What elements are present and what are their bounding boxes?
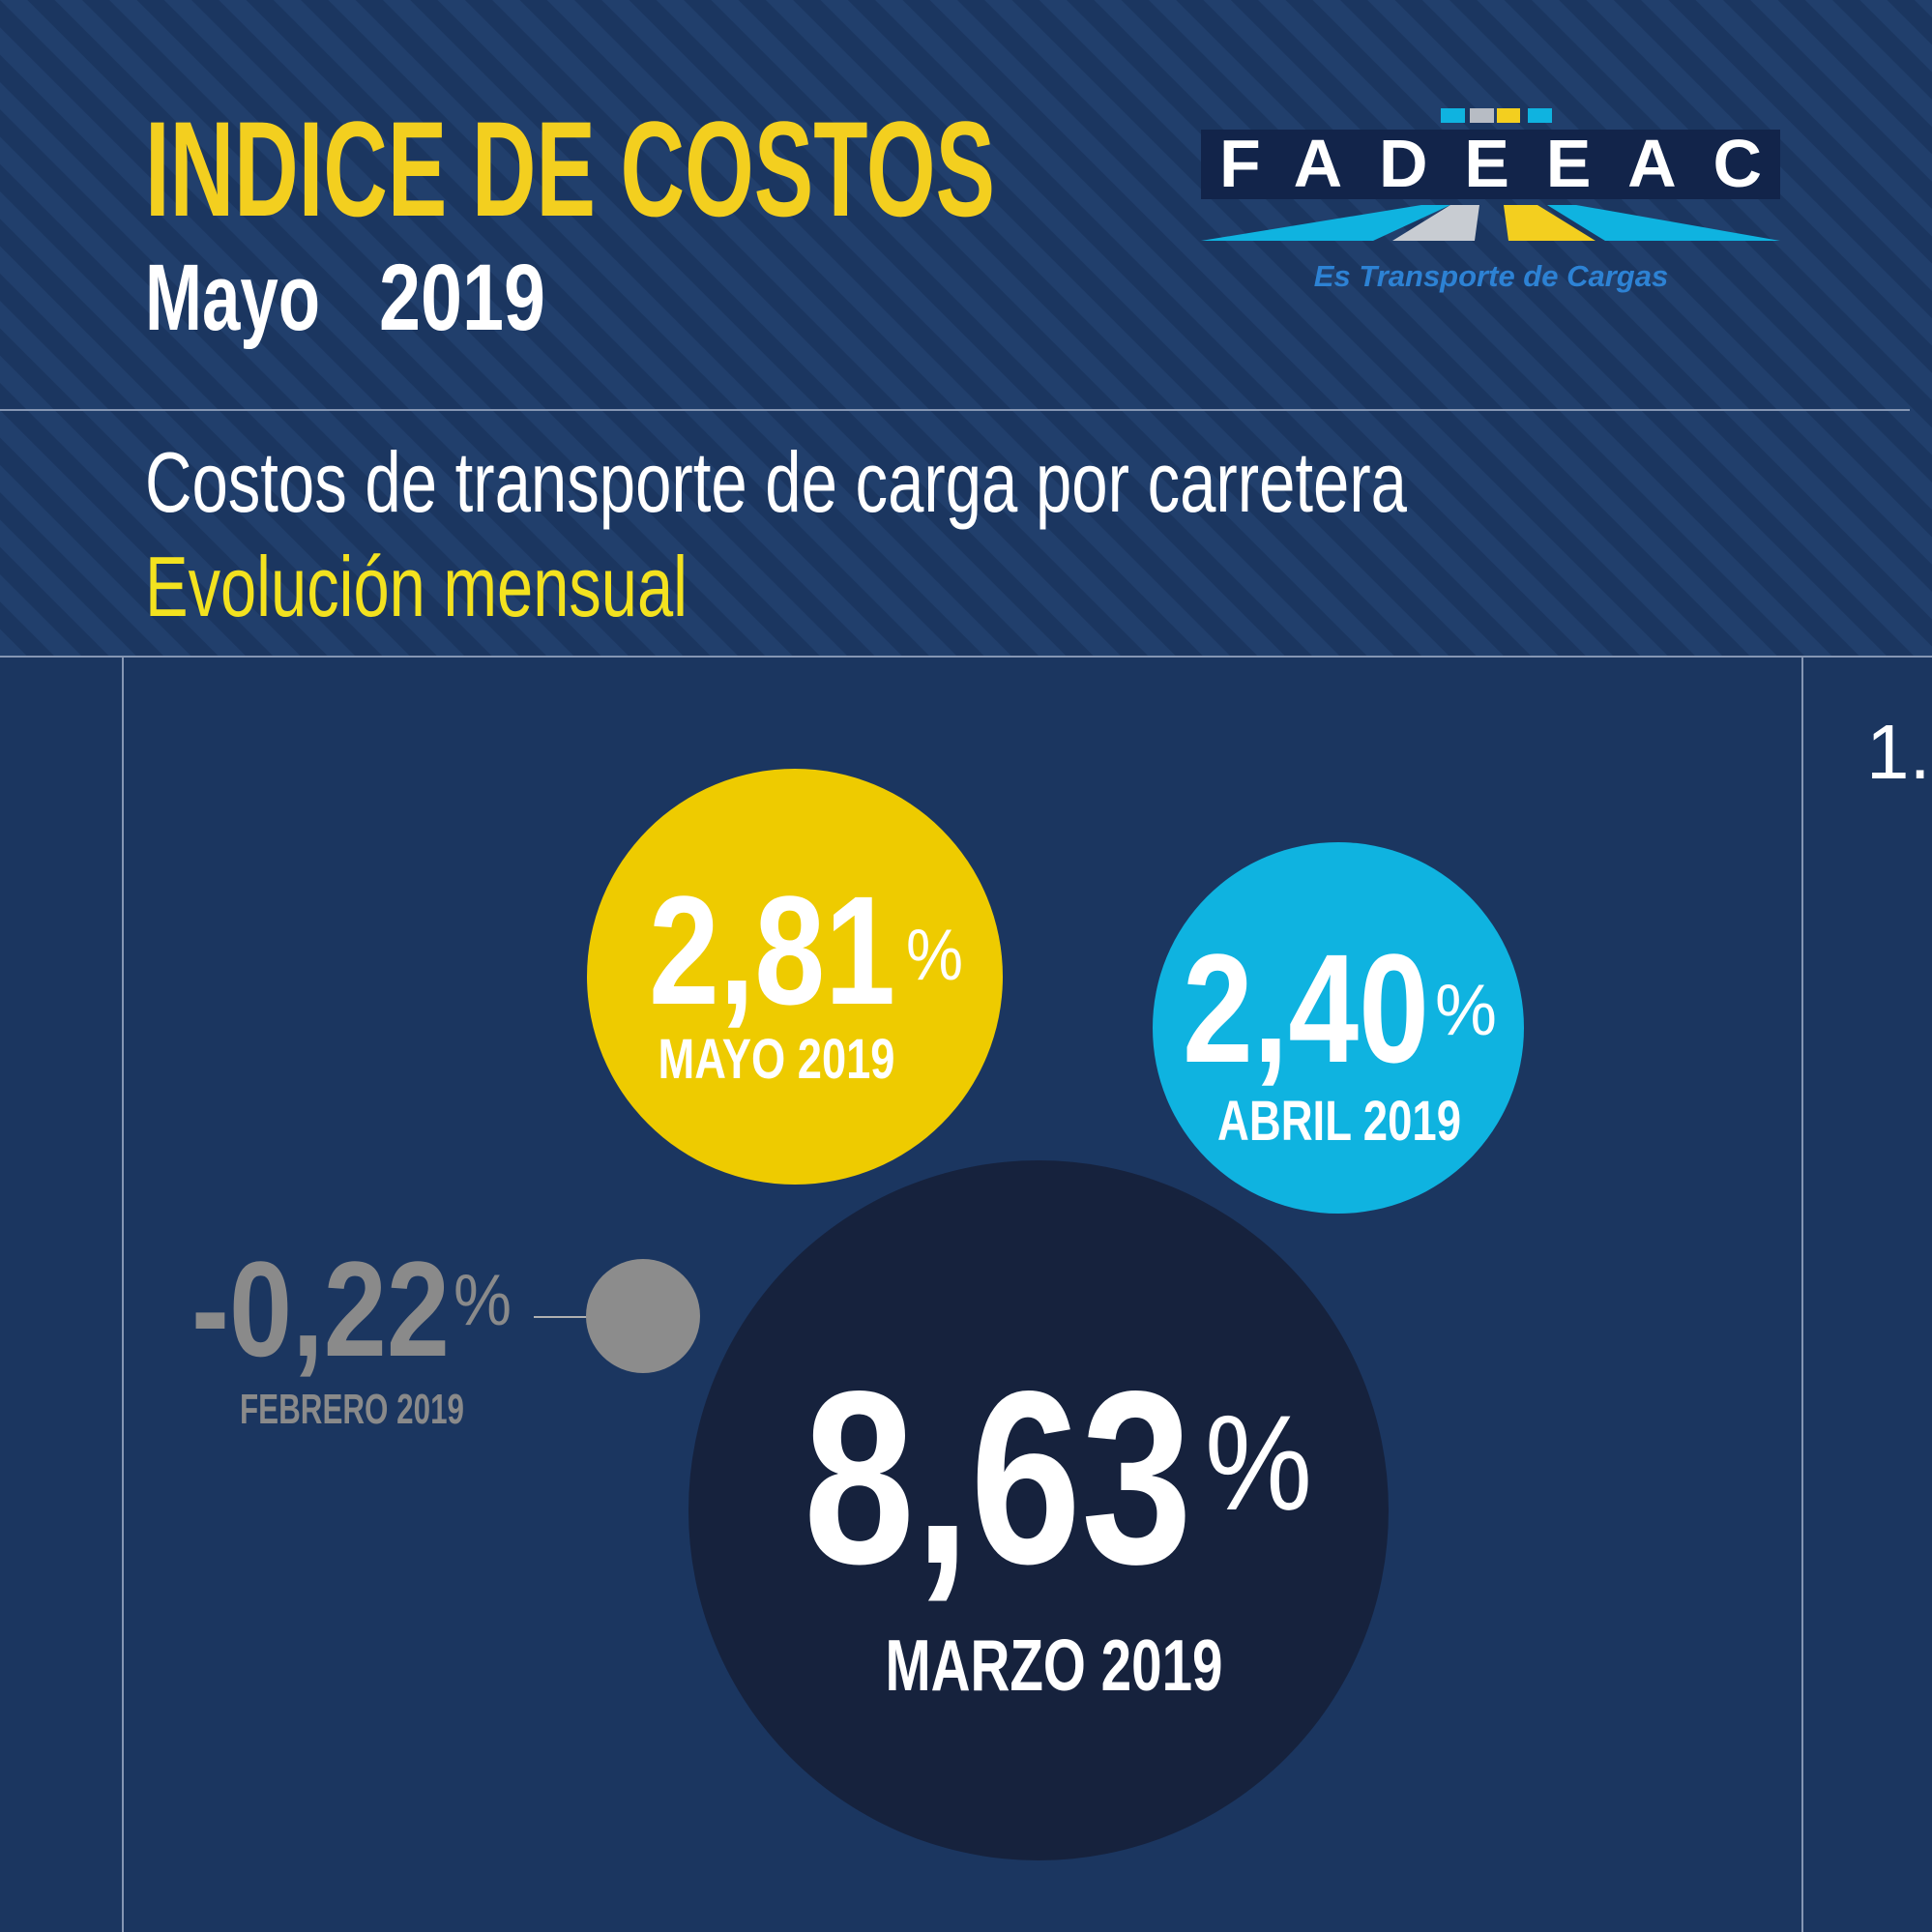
bubble-unit: %	[454, 1259, 512, 1340]
bubble-label: MAYO 2019	[659, 1028, 895, 1091]
logo-road	[1201, 205, 1450, 241]
logo-name: FADEEAC	[1219, 126, 1762, 201]
bubble-label: FEBRERO 2019	[240, 1386, 464, 1433]
subtitle2: Evolución mensual	[145, 539, 688, 634]
year: 2019	[379, 245, 545, 350]
logo-square	[1470, 108, 1494, 123]
bubble-value: 2,81	[649, 864, 895, 1037]
title: INDICE DE COSTOS	[145, 93, 995, 245]
header-background	[0, 0, 1932, 657]
page-number: 1.	[1866, 709, 1931, 795]
bubble-label: ABRIL 2019	[1217, 1090, 1461, 1153]
bubble	[586, 1259, 700, 1373]
logo-square	[1528, 108, 1552, 123]
logo-square	[1497, 108, 1520, 123]
bubble-unit: %	[1205, 1387, 1312, 1538]
logo-road	[1504, 205, 1595, 241]
bubble-value: 2,40	[1183, 922, 1429, 1095]
logo-tagline: Es Transporte de Cargas	[1314, 259, 1668, 293]
bubble-unit: %	[906, 914, 963, 995]
bubble	[688, 1160, 1389, 1860]
bubble-unit: %	[1435, 969, 1497, 1050]
logo-box	[1201, 130, 1780, 199]
bubble	[1153, 842, 1524, 1214]
logo-road	[1547, 205, 1780, 241]
logo-road	[1392, 205, 1479, 241]
bubble	[587, 769, 1003, 1185]
bubble-value: -0,22	[191, 1233, 450, 1385]
bubble-value: 8,63	[804, 1340, 1192, 1616]
month: Mayo	[145, 245, 320, 350]
bubble-label: MARZO 2019	[886, 1625, 1223, 1706]
logo: FADEEAC Es Transporte de Cargas	[1201, 108, 1780, 293]
logo-square	[1441, 108, 1465, 123]
subtitle: Costos de transporte de carga por carret…	[145, 434, 1407, 530]
